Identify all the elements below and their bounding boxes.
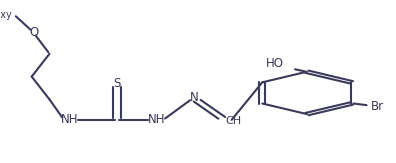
Text: NH: NH <box>148 113 165 126</box>
Text: Br: Br <box>371 100 384 113</box>
Text: methoxy: methoxy <box>0 10 12 21</box>
Text: CH: CH <box>226 116 242 126</box>
Text: N: N <box>190 91 198 104</box>
Text: O: O <box>29 26 38 39</box>
Text: HO: HO <box>266 57 284 70</box>
Text: S: S <box>113 77 120 90</box>
Text: NH: NH <box>61 113 78 126</box>
